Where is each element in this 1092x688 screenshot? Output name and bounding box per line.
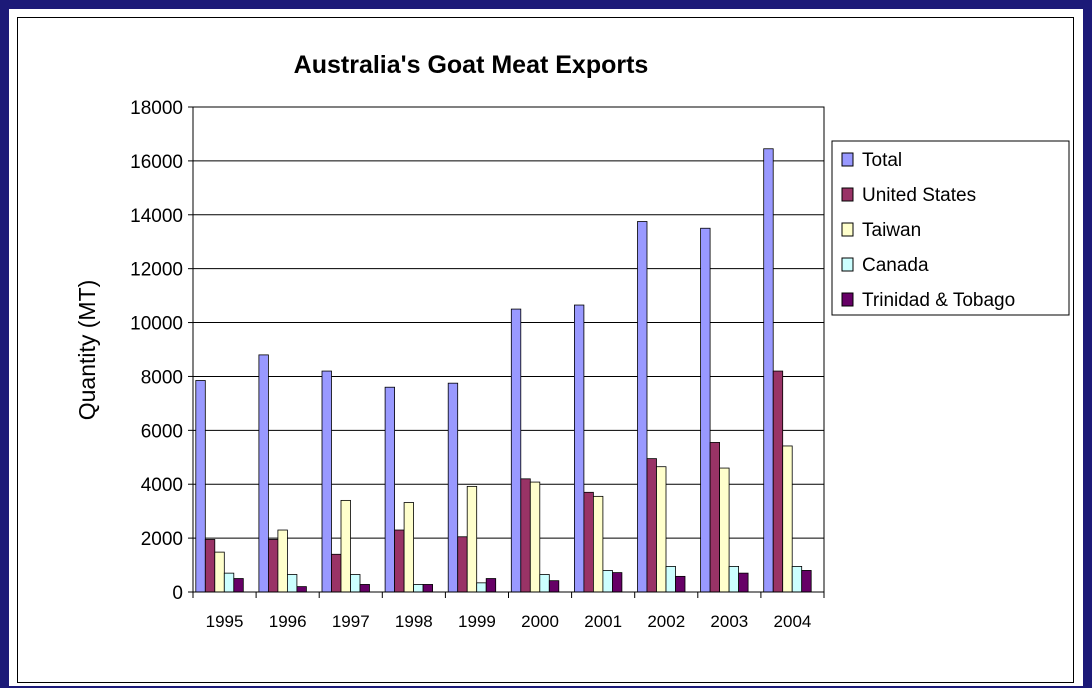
bar-total-1996 bbox=[258, 354, 269, 593]
legend-label: United States bbox=[862, 185, 976, 206]
legend: Total United States Taiwan Canada Trinidad &… bbox=[831, 140, 1070, 316]
bar-canada-1997 bbox=[350, 574, 361, 593]
bar-taiwan-2003 bbox=[719, 467, 730, 593]
bar-canada-2001 bbox=[602, 570, 613, 593]
bar-trinidad-tobago-2002 bbox=[675, 575, 686, 593]
x-tick-label: 2004 bbox=[774, 612, 812, 631]
bar-trinidad-tobago-2004 bbox=[801, 570, 812, 593]
x-tick-labels: 1995 1996 1997 1998 1999 2000 2001 2002 2003 2004 bbox=[192, 592, 825, 631]
bar-trinidad-tobago-2000 bbox=[548, 580, 560, 593]
bar-taiwan-2004 bbox=[782, 445, 793, 593]
bar-trinidad-tobago-1998 bbox=[422, 584, 434, 593]
y-tick-label: 8000 bbox=[141, 367, 183, 388]
x-tick-label: 1998 bbox=[395, 612, 433, 631]
legend-swatch bbox=[841, 222, 854, 237]
bar-total-1997 bbox=[321, 370, 332, 593]
bar-united-states-1995 bbox=[204, 539, 216, 593]
bar-united-states-2000 bbox=[520, 478, 531, 593]
y-tick-labels: 0 2000 4000 6000 8000 10000 12000 14000 16000 180… bbox=[130, 98, 193, 604]
bar-total-2004 bbox=[763, 148, 774, 593]
bar-taiwan-1998 bbox=[403, 502, 415, 593]
y-tick-label: 18000 bbox=[130, 98, 183, 119]
legend-label: Canada bbox=[862, 255, 929, 276]
x-tick-label: 2002 bbox=[647, 612, 685, 631]
bar-trinidad-tobago-1996 bbox=[296, 586, 307, 593]
y-tick-label: 4000 bbox=[141, 475, 183, 496]
bar-united-states-1999 bbox=[457, 536, 468, 593]
bar-total-1995 bbox=[195, 380, 206, 593]
legend-swatch bbox=[841, 152, 854, 167]
bar-united-states-2002 bbox=[646, 458, 657, 593]
bar-canada-2003 bbox=[728, 566, 739, 593]
bar-trinidad-tobago-1995 bbox=[233, 578, 244, 593]
bar-total-2003 bbox=[700, 227, 711, 593]
legend-label: Total bbox=[862, 150, 902, 171]
x-tick-label: 2003 bbox=[710, 612, 748, 631]
bar-total-2001 bbox=[574, 304, 585, 593]
bar-taiwan-1999 bbox=[466, 485, 478, 593]
bar-united-states-2001 bbox=[583, 491, 594, 593]
bar-taiwan-1997 bbox=[340, 499, 351, 593]
y-axis-label: Quantity (MT) bbox=[74, 280, 100, 421]
bar-taiwan-2001 bbox=[593, 495, 604, 593]
legend-swatch bbox=[841, 187, 854, 202]
x-tick-label: 1997 bbox=[332, 612, 370, 631]
bar-canada-1999 bbox=[476, 582, 487, 593]
bar-taiwan-2000 bbox=[529, 481, 541, 593]
bar-canada-2002 bbox=[665, 566, 676, 593]
bar-taiwan-1996 bbox=[277, 529, 288, 593]
x-tick-label: 1995 bbox=[206, 612, 244, 631]
bar-taiwan-1995 bbox=[214, 551, 225, 593]
bar-united-states-1998 bbox=[394, 529, 405, 593]
legend-label: Trinidad & Tobago bbox=[862, 290, 1015, 311]
bar-united-states-2003 bbox=[709, 442, 720, 593]
y-tick-label: 0 bbox=[172, 583, 183, 604]
bar-total-1999 bbox=[447, 382, 459, 593]
bar-trinidad-tobago-1997 bbox=[359, 584, 370, 593]
bar-canada-1996 bbox=[286, 574, 298, 593]
bar-united-states-1996 bbox=[267, 539, 279, 593]
bar-trinidad-tobago-1999 bbox=[485, 578, 497, 593]
bar-canada-2004 bbox=[791, 566, 803, 593]
bar-total-2002 bbox=[637, 221, 648, 593]
y-tick-label: 12000 bbox=[130, 260, 183, 281]
bars bbox=[195, 148, 812, 593]
y-tick-label: 16000 bbox=[130, 152, 183, 173]
bar-united-states-1997 bbox=[331, 553, 342, 593]
bar-united-states-2004 bbox=[772, 370, 784, 593]
bar-canada-2000 bbox=[539, 574, 550, 593]
x-tick-label: 2001 bbox=[584, 612, 622, 631]
x-tick-label: 1996 bbox=[269, 612, 307, 631]
chart-title: Australia's Goat Meat Exports bbox=[294, 51, 649, 79]
y-tick-label: 14000 bbox=[130, 206, 183, 227]
legend-swatch bbox=[841, 257, 854, 272]
x-tick-label: 1999 bbox=[458, 612, 496, 631]
legend-swatch bbox=[841, 292, 854, 307]
bar-canada-1995 bbox=[223, 572, 235, 593]
bar-taiwan-2002 bbox=[656, 466, 667, 593]
legend-box bbox=[831, 140, 1070, 316]
y-tick-label: 6000 bbox=[141, 421, 183, 442]
bar-total-1998 bbox=[384, 386, 396, 593]
x-tick-label: 2000 bbox=[521, 612, 559, 631]
bar-trinidad-tobago-2001 bbox=[612, 572, 623, 593]
bar-total-2000 bbox=[510, 308, 522, 593]
y-tick-label: 2000 bbox=[141, 529, 183, 550]
y-tick-label: 10000 bbox=[130, 314, 183, 335]
bar-canada-1998 bbox=[413, 584, 424, 593]
legend-label: Taiwan bbox=[862, 220, 921, 241]
gridlines bbox=[193, 160, 824, 539]
bar-trinidad-tobago-2003 bbox=[738, 572, 749, 593]
